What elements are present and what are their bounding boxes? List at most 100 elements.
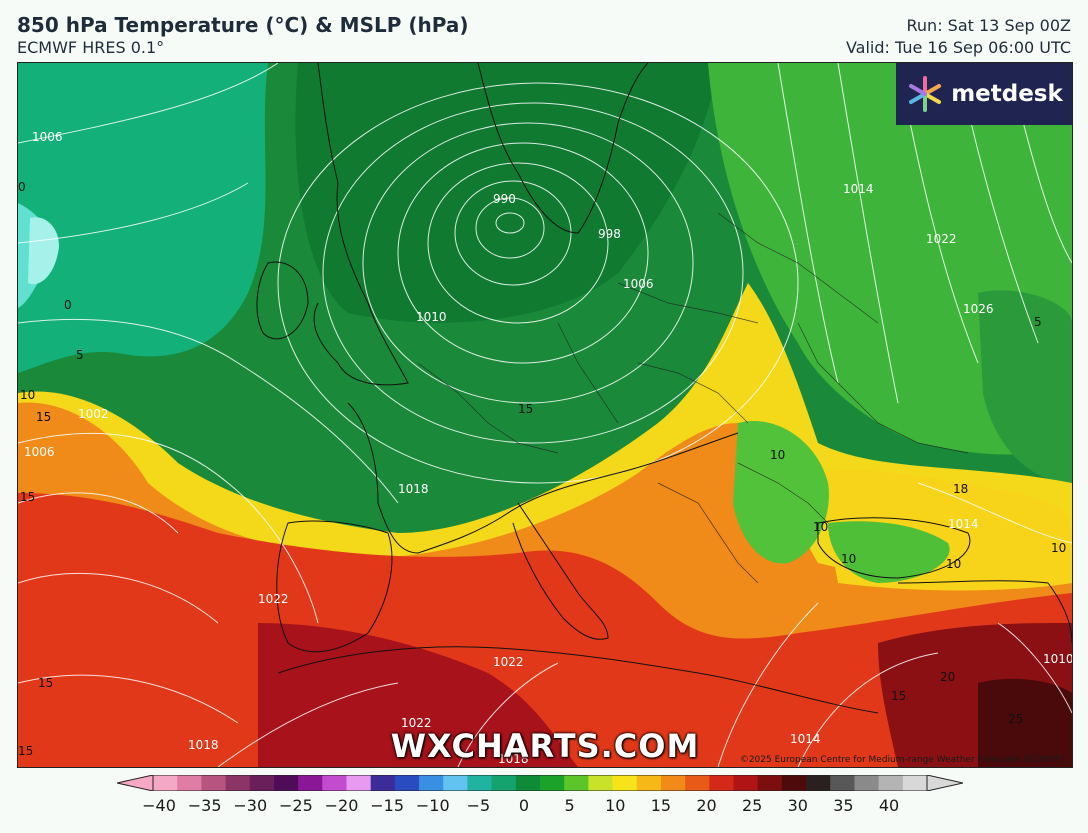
temp-label: 15 <box>18 744 33 758</box>
isobar-label: 1022 <box>401 716 432 730</box>
colorbar-tick-label: −40 <box>142 796 176 815</box>
colorbar-tick-label: 30 <box>787 796 808 815</box>
colorbar-tick-label: −5 <box>466 796 491 815</box>
temp-label: 15 <box>518 402 533 416</box>
temp-zone-green-far-east <box>978 290 1072 483</box>
colorbar-swatch <box>249 775 275 791</box>
colorbar-tick-label: 35 <box>833 796 854 815</box>
colorbar-swatch <box>225 775 251 791</box>
colorbar-swatch <box>806 775 831 791</box>
temp-zone-cool-west <box>18 63 268 373</box>
temp-label: 5 <box>76 348 84 362</box>
colorbar-swatch <box>588 775 614 791</box>
colorbar-swatch <box>177 775 202 791</box>
temp-label: 0 <box>18 180 26 194</box>
colorbar-arrow-left <box>116 774 154 792</box>
colorbar-swatch <box>322 775 347 791</box>
colorbar-swatch <box>564 775 589 791</box>
colorbar-tick-label: 40 <box>878 796 900 815</box>
temp-label: 18 <box>953 482 968 496</box>
isobar-label: 1006 <box>32 130 63 144</box>
colorbar-tick-label: −20 <box>324 796 359 815</box>
colorbar-swatch <box>612 775 638 791</box>
colorbar-swatch <box>830 775 855 791</box>
colorbar-swatch <box>491 775 517 791</box>
colorbar-swatch <box>201 775 227 791</box>
pinwheel-icon <box>909 76 942 112</box>
colorbar-swatch <box>709 775 734 791</box>
isobar-label: 1026 <box>963 302 994 316</box>
temp-zone-cyan-patch <box>28 217 59 285</box>
temp-label: 10 <box>841 552 856 566</box>
isobar-label: 1022 <box>258 592 289 606</box>
temp-label: 15 <box>20 490 35 504</box>
chart-title: 850 hPa Temperature (°C) & MSLP (hPa) <box>17 13 469 37</box>
temp-label: 0 <box>64 298 72 312</box>
isobar-label: 1018 <box>498 752 529 766</box>
colorbar-tick-label: −15 <box>370 796 405 815</box>
colorbar-tick-label: 5 <box>564 796 575 815</box>
colorbar-tick-label: 15 <box>650 796 672 815</box>
isobar-label: 1010 <box>416 310 447 324</box>
temp-zone-green-blacksea <box>828 521 950 583</box>
colorbar-swatch <box>515 775 541 791</box>
colorbar-swatch <box>443 775 468 791</box>
copyright: ©2025 European Centre for Medium-range W… <box>739 755 1064 765</box>
weather-map: 1006 990 998 1006 1010 1002 1006 1014 10… <box>17 62 1073 768</box>
temp-label: 20 <box>940 670 955 684</box>
temp-zone-dark-green-north <box>295 63 718 323</box>
isobar-label: 1018 <box>398 482 429 496</box>
colorbar-swatch <box>757 775 783 791</box>
temp-zone-maroon-east <box>978 678 1072 767</box>
colorbar-swatch <box>540 775 565 791</box>
isobar-label: 1006 <box>623 277 654 291</box>
temp-label: 10 <box>813 520 828 534</box>
isobar-label: 1014 <box>843 182 874 196</box>
colorbar-swatch <box>370 775 396 791</box>
model-label: ECMWF HRES 0.1° <box>17 38 165 57</box>
temp-label: 25 <box>1008 712 1023 726</box>
coastlines <box>256 63 1072 714</box>
temp-zone-light-green-east <box>708 63 1072 455</box>
isobar-label: 1022 <box>926 232 957 246</box>
isobar-label: 1010 <box>1043 652 1072 666</box>
colorbar-swatch <box>685 775 710 791</box>
colorbar-swatch <box>346 775 372 791</box>
colorbar-swatch <box>419 775 444 791</box>
colorbar-tick-label: 0 <box>518 796 530 815</box>
temp-label: 10 <box>1051 541 1066 555</box>
country-borders <box>417 212 969 584</box>
colorbar-swatch <box>781 775 807 791</box>
colorbar-swatch <box>153 775 178 791</box>
colorbar-swatch <box>394 775 420 791</box>
isobar-label: 1006 <box>24 445 55 459</box>
colorbar <box>116 774 964 792</box>
temp-zone-green-balkans <box>733 421 829 564</box>
temp-label: 15 <box>36 410 51 424</box>
run-time: Run: Sat 13 Sep 00Z <box>906 16 1071 35</box>
isobar-label: 1014 <box>948 517 979 531</box>
colorbar-arrow-right <box>926 774 964 792</box>
colorbar-swatch <box>298 775 323 791</box>
colorbar-ticks: −40 −35 −30 −25 −20 −15 −10 −5 0 5 10 15 20 25 30 35 40 <box>0 796 1088 816</box>
colorbar-tick-label: −25 <box>278 796 313 815</box>
colorbar-swatch <box>636 775 662 791</box>
temp-label: 10 <box>770 448 785 462</box>
isobar-label: 1014 <box>790 732 821 746</box>
colorbar-swatch <box>902 775 928 791</box>
colorbar-swatch <box>854 775 880 791</box>
watermark: WXCHARTS.COM <box>390 727 700 765</box>
isobar-labels: 1006 990 998 1006 1010 1002 1006 1014 10… <box>24 130 1072 766</box>
temp-label: 10 <box>946 557 961 571</box>
colorbar-tick-label: 25 <box>741 796 763 815</box>
colorbar-tick-label: 10 <box>605 796 626 815</box>
temp-label: 15 <box>38 676 53 690</box>
isobar-label: 1022 <box>493 655 524 669</box>
isobar-label: 998 <box>598 227 621 241</box>
colorbar-swatch <box>660 775 686 791</box>
metdesk-logo[interactable]: metdesk <box>896 63 1072 125</box>
temp-label: 15 <box>891 689 906 703</box>
isobar-label: 1018 <box>188 738 219 752</box>
colorbar-tick-label: 20 <box>696 796 717 815</box>
temperature-labels: 0 0 5 10 15 15 10 10 10 10 15 15 20 25 1… <box>18 180 1066 758</box>
